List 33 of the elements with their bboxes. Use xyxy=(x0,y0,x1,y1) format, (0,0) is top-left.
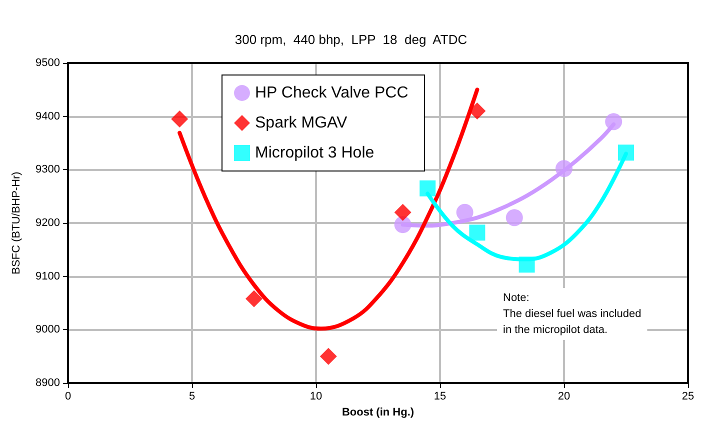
chart-title: 300 rpm, 440 bhp, LPP 18 deg ATDC xyxy=(234,32,468,47)
point xyxy=(518,256,535,273)
point xyxy=(506,209,523,226)
legend-label: Micropilot 3 Hole xyxy=(255,144,374,162)
point xyxy=(394,204,412,221)
point xyxy=(618,144,634,161)
point xyxy=(420,180,436,196)
y-tick-label: 9000 xyxy=(36,324,60,336)
x-tick-label: 20 xyxy=(558,390,570,402)
y-tick-label: 9300 xyxy=(36,164,60,176)
legend-label: Spark MGAV xyxy=(255,114,348,132)
y-tick-label: 9500 xyxy=(36,57,60,69)
x-axis-title: Boost (in Hg.) xyxy=(342,406,414,418)
y-tick-label: 8900 xyxy=(36,377,60,389)
x-tick-label: 10 xyxy=(310,390,322,402)
x-tick-label: 25 xyxy=(682,390,694,402)
point xyxy=(246,290,262,308)
y-axis-title: BSFC (BTU/BHP-Hr) xyxy=(10,172,22,274)
point xyxy=(556,160,572,178)
x-tick-label: 5 xyxy=(188,390,196,402)
y-tick-label: 9400 xyxy=(36,110,60,122)
point xyxy=(171,110,188,128)
y-tick-label: 9100 xyxy=(36,270,60,282)
point xyxy=(456,204,474,221)
x-tick-label: 15 xyxy=(434,390,446,402)
point xyxy=(605,113,622,130)
x-tick-label: 0 xyxy=(64,390,72,402)
y-tick-label: 9200 xyxy=(36,217,60,229)
point xyxy=(469,224,486,241)
legend-label: HP Check Valve PCC xyxy=(255,84,408,102)
point xyxy=(394,216,412,234)
annotation: Note: The diesel fuel was included in the micropilot data. xyxy=(503,292,642,336)
point xyxy=(320,348,337,365)
